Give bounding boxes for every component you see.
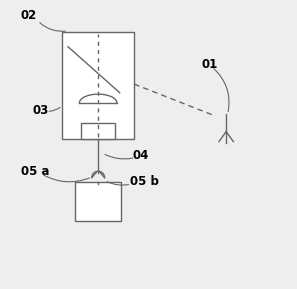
Bar [75,182,121,221]
Text: 04: 04 [133,149,149,162]
Bar [62,32,134,139]
Text: 02: 02 [20,9,37,22]
Text: 01: 01 [202,58,218,71]
Text: 05 a: 05 a [20,165,49,178]
Bar [81,123,116,139]
Text: 03: 03 [32,104,48,117]
Text: 05 b: 05 b [130,175,159,188]
